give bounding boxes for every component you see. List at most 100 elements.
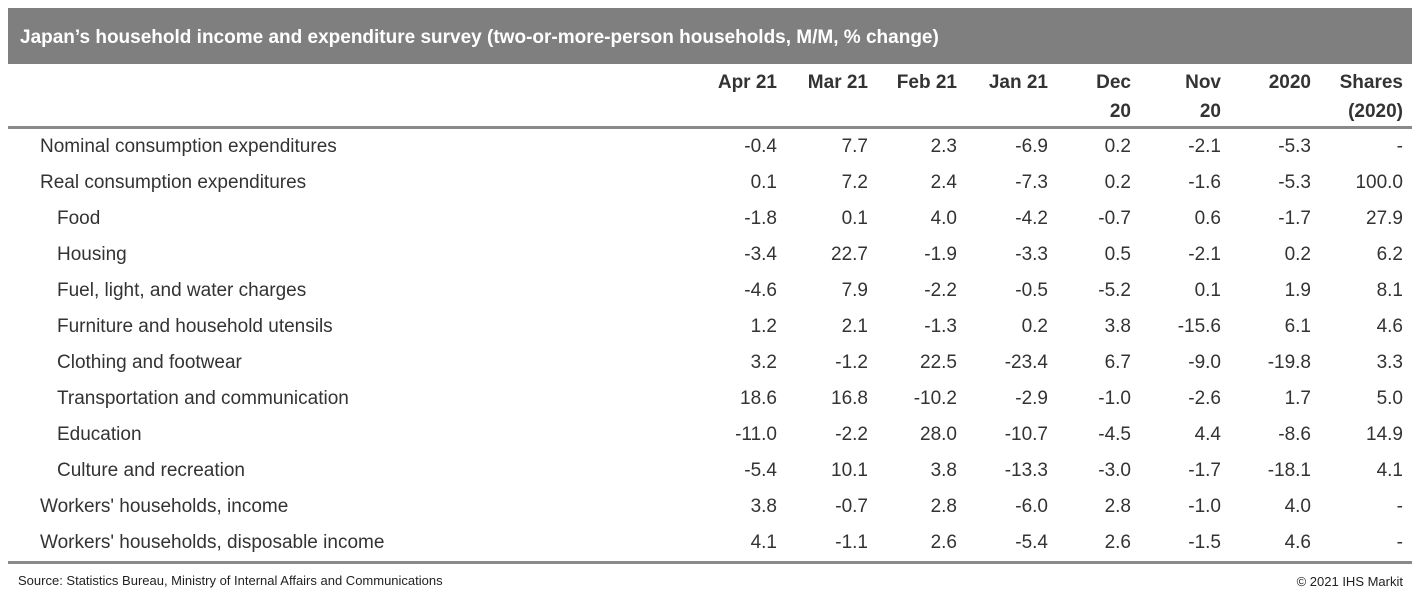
row-label: Nominal consumption expenditures bbox=[40, 136, 337, 157]
column-header: Feb 21 bbox=[868, 66, 957, 128]
column-header: Jan 21 bbox=[957, 66, 1048, 128]
value-cell: - bbox=[1396, 532, 1403, 553]
value-cell: -2.1 bbox=[1188, 244, 1221, 265]
value-cell: 3.2 bbox=[750, 352, 777, 373]
value-cell: -1.7 bbox=[1278, 208, 1311, 229]
table-row: Workers' households, income 3.8 -0.7 2.8 -6.… bbox=[8, 489, 1412, 525]
value-cell: -1.7 bbox=[1188, 460, 1221, 481]
spacer bbox=[1403, 525, 1412, 563]
spacer bbox=[1403, 66, 1412, 128]
value-cell: 2.6 bbox=[930, 532, 957, 553]
value-cell: 2.8 bbox=[1104, 496, 1131, 517]
value-cell: -1.1 bbox=[835, 532, 868, 553]
column-header-text: 20 bbox=[1109, 101, 1131, 122]
column-header-text: Dec bbox=[1096, 72, 1131, 93]
spacer bbox=[1403, 201, 1412, 237]
value-cell: 1.2 bbox=[750, 316, 777, 337]
value-cell: -2.2 bbox=[924, 280, 957, 301]
value-cell: -3.3 bbox=[1015, 244, 1048, 265]
table-row: Food -1.8 0.1 4.0 -4.2 -0.7 0.6 -1.7 27.9 bbox=[8, 201, 1412, 237]
value-cell: 22.7 bbox=[831, 244, 868, 265]
column-header-text: 2020 bbox=[1268, 72, 1311, 93]
spacer bbox=[1403, 345, 1412, 381]
value-cell: -3.0 bbox=[1098, 460, 1131, 481]
value-cell: 1.7 bbox=[1284, 388, 1311, 409]
column-header: Shares (2020) bbox=[1311, 66, 1403, 128]
value-cell: 8.1 bbox=[1376, 280, 1403, 301]
column-header-text: Jan 21 bbox=[988, 72, 1048, 93]
value-cell: 2.3 bbox=[930, 136, 957, 157]
column-header-text: Nov bbox=[1185, 72, 1221, 93]
value-cell: -6.0 bbox=[1015, 496, 1048, 517]
row-label: Transportation and communication bbox=[57, 388, 349, 409]
table-row: Clothing and footwear 3.2 -1.2 22.5 -23.4 6.7… bbox=[8, 345, 1412, 381]
value-cell: 3.3 bbox=[1376, 352, 1403, 373]
value-cell: 0.1 bbox=[1194, 280, 1221, 301]
value-cell: 28.0 bbox=[920, 424, 957, 445]
value-cell: 10.1 bbox=[831, 460, 868, 481]
data-table: Apr 21 Mar 21 Feb 21 Jan 21 Dec 20 Nov 20 2020 Sh… bbox=[8, 66, 1412, 564]
value-cell: 4.6 bbox=[1376, 316, 1403, 337]
value-cell: 22.5 bbox=[920, 352, 957, 373]
value-cell: -0.7 bbox=[1098, 208, 1131, 229]
value-cell: 4.6 bbox=[1284, 532, 1311, 553]
column-header-text: 20 bbox=[1199, 101, 1221, 122]
value-cell: 6.2 bbox=[1376, 244, 1403, 265]
spacer bbox=[1403, 381, 1412, 417]
header-label-cell bbox=[8, 66, 700, 128]
value-cell: 4.4 bbox=[1194, 424, 1221, 445]
table-row: Real consumption expenditures 0.1 7.2 2.4 -7… bbox=[8, 165, 1412, 201]
spacer bbox=[1403, 165, 1412, 201]
value-cell: -5.4 bbox=[1015, 532, 1048, 553]
spacer bbox=[1403, 309, 1412, 345]
value-cell: 7.2 bbox=[841, 172, 868, 193]
value-cell: -1.5 bbox=[1188, 532, 1221, 553]
column-header: 2020 bbox=[1221, 66, 1311, 128]
value-cell: 7.9 bbox=[841, 280, 868, 301]
value-cell: 5.0 bbox=[1376, 388, 1403, 409]
value-cell: -7.3 bbox=[1015, 172, 1048, 193]
row-label: Clothing and footwear bbox=[57, 352, 242, 373]
row-label: Food bbox=[57, 208, 101, 229]
value-cell: -4.5 bbox=[1098, 424, 1131, 445]
value-cell: 4.1 bbox=[750, 532, 777, 553]
value-cell: 14.9 bbox=[1366, 424, 1403, 445]
spacer bbox=[1403, 453, 1412, 489]
value-cell: - bbox=[1396, 496, 1403, 517]
value-cell: -15.6 bbox=[1177, 316, 1221, 337]
value-cell: 3.8 bbox=[930, 460, 957, 481]
value-cell: -13.3 bbox=[1004, 460, 1048, 481]
value-cell: -0.7 bbox=[835, 496, 868, 517]
source-note: Source: Statistics Bureau, Ministry of I… bbox=[18, 573, 443, 588]
column-header: Apr 21 bbox=[700, 66, 777, 128]
value-cell: -3.4 bbox=[744, 244, 777, 265]
value-cell: 0.2 bbox=[1284, 244, 1311, 265]
row-label: Real consumption expenditures bbox=[40, 172, 307, 193]
value-cell: -1.0 bbox=[1188, 496, 1221, 517]
table-row: Furniture and household utensils 1.2 2.1 -1… bbox=[8, 309, 1412, 345]
value-cell: 0.1 bbox=[841, 208, 868, 229]
value-cell: 6.1 bbox=[1284, 316, 1311, 337]
table-row: Fuel, light, and water charges -4.6 7.9 -2.… bbox=[8, 273, 1412, 309]
table-row: Housing -3.4 22.7 -1.9 -3.3 0.5 -2.1 0.2 6.2 bbox=[8, 237, 1412, 273]
value-cell: 0.6 bbox=[1194, 208, 1221, 229]
value-cell: -0.5 bbox=[1015, 280, 1048, 301]
table-row: Transportation and communication 18.6 16.8… bbox=[8, 381, 1412, 417]
value-cell: 3.8 bbox=[750, 496, 777, 517]
value-cell: -8.6 bbox=[1278, 424, 1311, 445]
value-cell: 27.9 bbox=[1366, 208, 1403, 229]
value-cell: -2.1 bbox=[1188, 136, 1221, 157]
row-label: Culture and recreation bbox=[57, 460, 245, 481]
value-cell: 2.8 bbox=[930, 496, 957, 517]
value-cell: 100.0 bbox=[1355, 172, 1403, 193]
row-label: Workers' households, income bbox=[40, 496, 289, 517]
table-row: Culture and recreation -5.4 10.1 3.8 -13.3 -3… bbox=[8, 453, 1412, 489]
spacer bbox=[1403, 128, 1412, 166]
value-cell: -19.8 bbox=[1267, 352, 1311, 373]
value-cell: -5.4 bbox=[744, 460, 777, 481]
value-cell: 16.8 bbox=[831, 388, 868, 409]
value-cell: 7.7 bbox=[841, 136, 868, 157]
value-cell: 4.0 bbox=[1284, 496, 1311, 517]
value-cell: -1.8 bbox=[744, 208, 777, 229]
column-header-text: Shares bbox=[1339, 72, 1403, 93]
